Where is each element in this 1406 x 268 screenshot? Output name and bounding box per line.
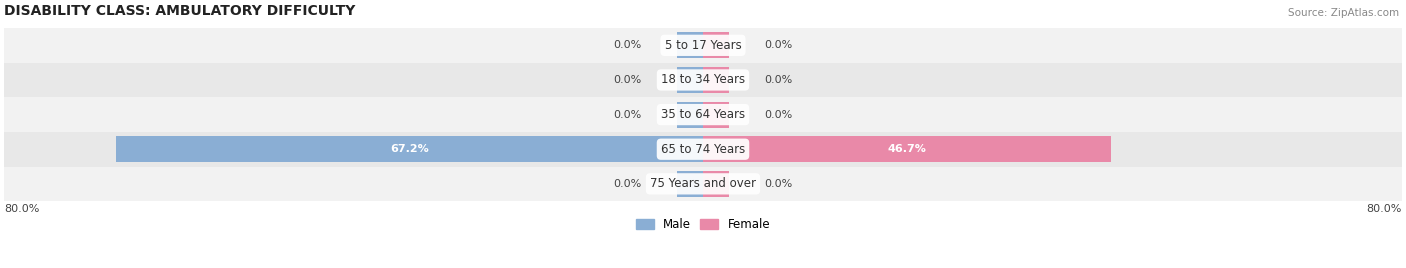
Text: 5 to 17 Years: 5 to 17 Years <box>665 39 741 52</box>
Bar <box>703 67 730 93</box>
Bar <box>4 132 1402 166</box>
Text: 75 Years and over: 75 Years and over <box>650 177 756 190</box>
Text: 18 to 34 Years: 18 to 34 Years <box>661 73 745 87</box>
Bar <box>4 63 1402 97</box>
Bar <box>703 171 730 197</box>
Text: Source: ZipAtlas.com: Source: ZipAtlas.com <box>1288 8 1399 18</box>
Text: 80.0%: 80.0% <box>4 204 39 214</box>
Bar <box>4 97 1402 132</box>
Text: 0.0%: 0.0% <box>763 40 793 50</box>
Bar <box>703 102 730 128</box>
Text: 80.0%: 80.0% <box>1367 204 1402 214</box>
Text: 0.0%: 0.0% <box>613 179 643 189</box>
Text: 0.0%: 0.0% <box>613 75 643 85</box>
Bar <box>115 136 703 162</box>
Bar <box>676 67 703 93</box>
Text: 0.0%: 0.0% <box>613 110 643 120</box>
Bar <box>4 28 1402 63</box>
Text: 35 to 64 Years: 35 to 64 Years <box>661 108 745 121</box>
Text: 0.0%: 0.0% <box>763 75 793 85</box>
Bar <box>703 136 1111 162</box>
Text: DISABILITY CLASS: AMBULATORY DIFFICULTY: DISABILITY CLASS: AMBULATORY DIFFICULTY <box>4 4 356 18</box>
Text: 0.0%: 0.0% <box>613 40 643 50</box>
Bar <box>703 32 730 58</box>
Text: 0.0%: 0.0% <box>763 110 793 120</box>
Text: 46.7%: 46.7% <box>887 144 927 154</box>
Bar <box>676 171 703 197</box>
Bar <box>676 32 703 58</box>
Text: 67.2%: 67.2% <box>389 144 429 154</box>
Text: 0.0%: 0.0% <box>763 179 793 189</box>
Bar <box>676 102 703 128</box>
Text: 65 to 74 Years: 65 to 74 Years <box>661 143 745 156</box>
Bar <box>4 166 1402 201</box>
Legend: Male, Female: Male, Female <box>631 213 775 236</box>
